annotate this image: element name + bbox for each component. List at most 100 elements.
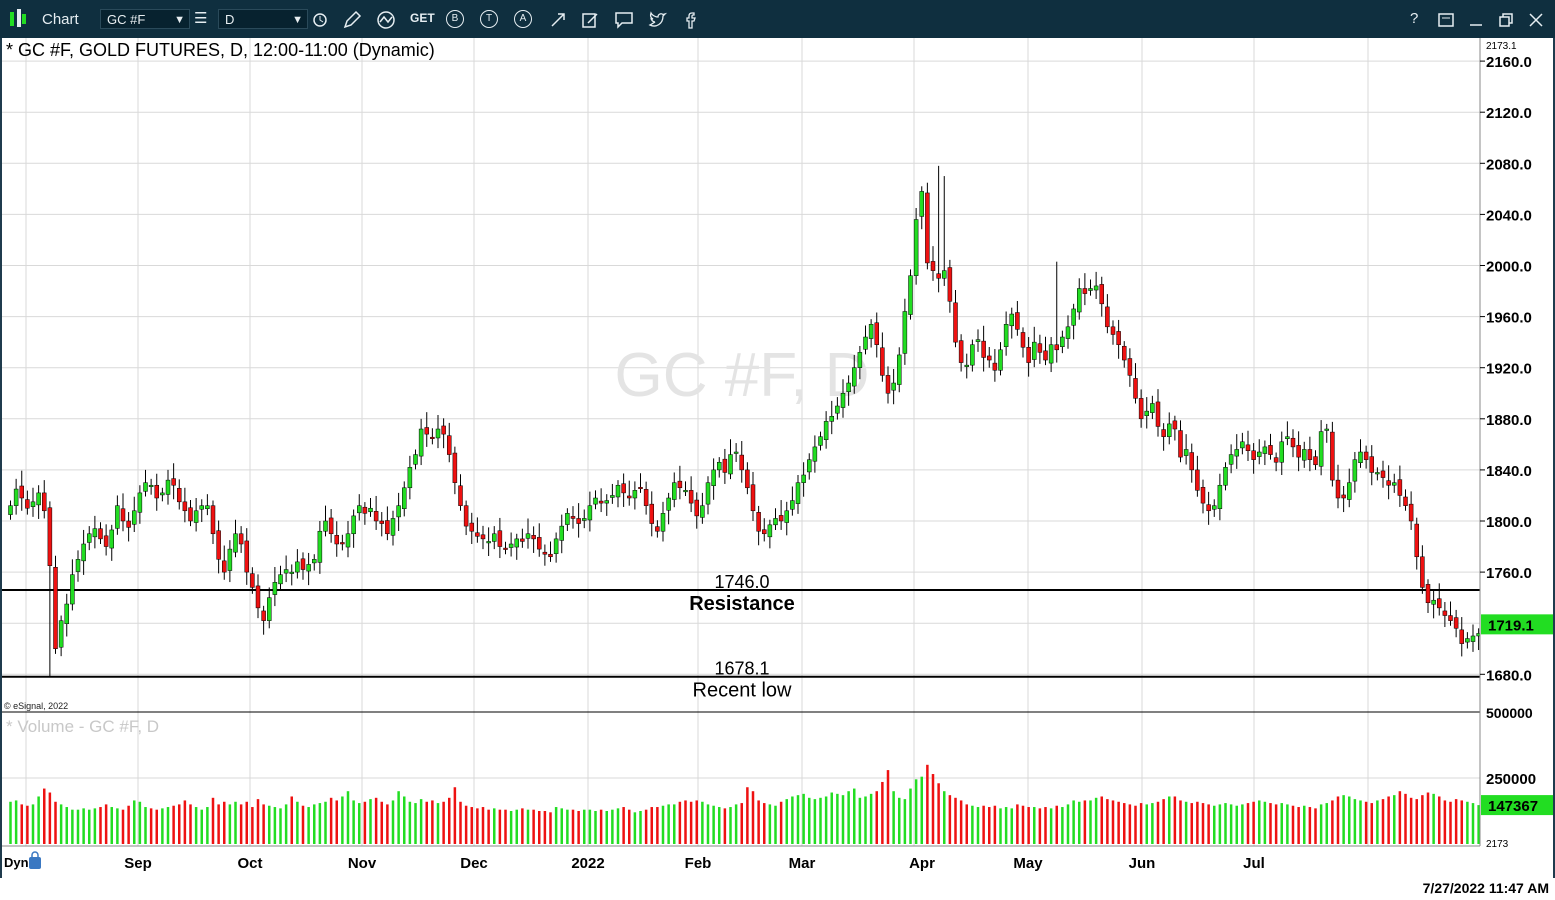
twitter-icon[interactable]: [648, 10, 668, 30]
candle-body: [137, 492, 143, 513]
volume-bar: [127, 805, 130, 844]
volume-bar: [1280, 803, 1283, 844]
volume-title: * Volume - GC #F, D: [6, 717, 159, 736]
save-icon[interactable]: [1436, 10, 1456, 30]
volume-bar: [476, 808, 479, 844]
candle-body: [1380, 470, 1386, 478]
volume-bar: [290, 796, 293, 844]
volume-bar: [628, 809, 631, 844]
volume-bar: [532, 809, 535, 844]
volume-bar: [329, 797, 333, 844]
get-icon[interactable]: GET: [410, 11, 435, 25]
volume-bar: [1297, 807, 1300, 844]
note-icon[interactable]: [580, 10, 600, 30]
line-name-label: Resistance: [689, 593, 795, 615]
volume-bar: [785, 799, 788, 844]
lock-icon[interactable]: [29, 851, 41, 869]
x-tick-label: Sep: [124, 855, 152, 872]
y-axis-panel[interactable]: [1480, 38, 1553, 878]
interval-combo[interactable]: D ▼: [218, 9, 308, 29]
candle-body: [525, 533, 531, 539]
volume-bar: [71, 809, 74, 844]
candle-body: [182, 501, 188, 512]
candle-body: [1189, 452, 1194, 471]
volume-bar: [886, 770, 890, 844]
volume-bar: [920, 776, 923, 844]
chevron-down-icon[interactable]: ▼: [292, 14, 303, 26]
candle-body: [570, 516, 576, 519]
candle-body: [120, 508, 126, 522]
minimize-icon[interactable]: [1466, 10, 1486, 30]
candle-body: [317, 530, 323, 563]
candle-body: [829, 415, 834, 422]
candle-body: [542, 551, 548, 555]
volume-bar: [509, 811, 513, 844]
volume-bar: [729, 807, 732, 844]
candle-body: [987, 355, 992, 361]
candle-body: [919, 191, 924, 217]
volume-bar: [391, 800, 395, 844]
volume-bar: [358, 803, 361, 844]
volume-bar: [1432, 793, 1435, 844]
volume-bar: [661, 805, 665, 844]
volume-top-label: 500000: [1486, 705, 1533, 721]
b-icon[interactable]: B: [446, 10, 464, 28]
volume-bar: [1393, 795, 1396, 844]
volume-bar: [481, 807, 485, 844]
volume-bar: [549, 812, 552, 844]
candle-body: [880, 347, 885, 376]
candle-body: [1206, 504, 1211, 512]
t-icon[interactable]: T: [480, 10, 498, 28]
volume-bar: [31, 804, 35, 844]
help-icon[interactable]: ?: [1410, 10, 1419, 27]
clock-icon[interactable]: [310, 10, 330, 30]
comment-icon[interactable]: [614, 10, 634, 30]
volume-bar: [622, 807, 625, 844]
volume-bar: [560, 808, 563, 844]
facebook-icon[interactable]: [682, 10, 702, 30]
restore-icon[interactable]: [1496, 10, 1516, 30]
candle-body: [621, 483, 626, 494]
volume-bar: [1134, 805, 1137, 844]
wave-icon[interactable]: [376, 10, 396, 30]
candle-body: [323, 520, 328, 532]
volume-bar: [718, 807, 721, 844]
close-icon[interactable]: [1526, 10, 1546, 30]
dyn-label[interactable]: Dyn: [4, 855, 29, 870]
volume-bar: [1291, 805, 1295, 844]
volume-bar: [1477, 805, 1480, 844]
list-icon[interactable]: ☰: [194, 10, 208, 27]
volume-bar: [9, 801, 12, 844]
a-icon[interactable]: A: [514, 10, 532, 28]
candle-body: [1105, 306, 1110, 328]
candle-body: [283, 569, 289, 574]
volume-bar: [425, 801, 428, 844]
candle-body: [728, 454, 733, 475]
cursor-icon[interactable]: [548, 10, 568, 30]
volume-bar: [301, 805, 305, 844]
candle-body: [126, 520, 131, 528]
candle-body: [627, 495, 632, 499]
candle-body: [25, 499, 30, 509]
volume-bar: [200, 809, 203, 844]
candle-body: [1313, 456, 1318, 466]
candle-body: [767, 524, 773, 538]
candle-body: [1122, 345, 1127, 361]
pencil-icon[interactable]: [342, 10, 362, 30]
y-tick-label: 1920.0: [1486, 361, 1532, 378]
volume-bar: [76, 809, 80, 844]
candle-body: [396, 505, 401, 518]
candle-body: [289, 571, 294, 574]
chevron-down-icon[interactable]: ▼: [174, 14, 185, 26]
title-bar: Chart GC #F ▼ ☰ D ▼ GET B T A ?: [0, 0, 1555, 38]
volume-bar: [1404, 793, 1407, 844]
volume-bar: [352, 800, 355, 844]
volume-bar: [1224, 803, 1227, 844]
volume-bar: [819, 797, 822, 844]
volume-bar: [1443, 800, 1447, 844]
volume-bar: [881, 781, 884, 844]
candle-body: [1043, 350, 1048, 361]
symbol-combo[interactable]: GC #F ▼: [100, 9, 190, 29]
